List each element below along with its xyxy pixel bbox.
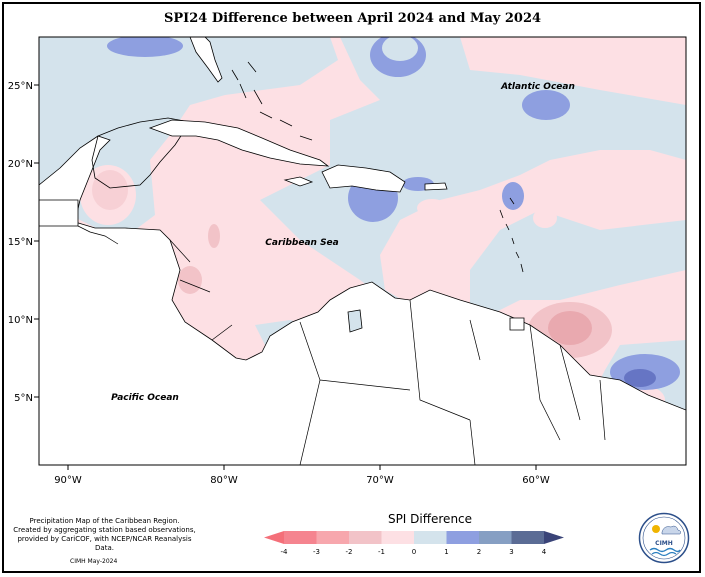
mainland — [39, 135, 686, 465]
map-border — [38, 36, 687, 466]
trinidad — [509, 317, 525, 331]
legend-tick-label-6: 2 — [477, 548, 481, 556]
land-masses — [39, 37, 686, 465]
cloud-icon — [661, 525, 681, 535]
field-pos-2 — [107, 37, 183, 57]
field-neg-3 — [208, 224, 220, 248]
legend-arrow-high — [544, 531, 564, 544]
lake-maracaibo — [347, 309, 363, 333]
jamaica — [283, 176, 314, 187]
y-tick-label-0: 25°N — [8, 81, 33, 92]
date-stamp: CIMH May-2024 — [70, 558, 118, 565]
legend-tick-label-8: 4 — [542, 548, 547, 556]
cimh-logo: CIMH — [638, 512, 690, 564]
caption: Precipitation Map of the Caribbean Regio… — [12, 517, 197, 553]
florida — [189, 37, 223, 83]
caption-line-3: provided by CariCOF, with NCEP/NCAR Rean… — [17, 535, 192, 552]
x-tick-label-3: 60°W — [522, 475, 550, 486]
legend-tick-label-4: 0 — [412, 548, 416, 556]
field-pos-6 — [502, 182, 524, 210]
legend-swatch-3 — [381, 531, 414, 544]
x-axis: 90°W 80°W 70°W 60°W — [54, 465, 550, 486]
legend-ticks: -4 -3 -2 -1 0 1 2 3 4 — [281, 548, 547, 556]
legend-arrow-low — [264, 531, 284, 544]
label-atlantic-ocean: Atlantic Ocean — [500, 82, 575, 92]
field-neg-2 — [178, 266, 202, 294]
legend-tick-label-7: 3 — [509, 548, 513, 556]
field-zone-central — [260, 37, 686, 330]
caption-line-2: Created by aggregating station based obs… — [13, 526, 196, 534]
field-pocket-2 — [533, 208, 557, 228]
puerto-rico — [424, 182, 448, 191]
honduras-border — [77, 225, 119, 245]
legend-title: SPI Difference — [387, 512, 473, 526]
caption-line-1: Precipitation Map of the Caribbean Regio… — [29, 517, 180, 525]
mexico-west — [39, 199, 79, 227]
legend-tick-label-3: -1 — [378, 548, 385, 556]
legend-swatch-0 — [284, 531, 317, 544]
yucatan-coast — [91, 117, 191, 189]
logo-ring — [638, 512, 690, 564]
bahamas — [231, 61, 313, 141]
map-title: SPI24 Difference between April 2024 and … — [163, 11, 542, 26]
legend-swatch-7 — [511, 531, 544, 544]
legend-colorbar — [264, 531, 564, 544]
y-tick-label-2: 15°N — [8, 237, 33, 248]
legend-swatch-4 — [414, 531, 447, 544]
label-pacific-ocean: Pacific Ocean — [111, 393, 179, 403]
field-pos-3 — [522, 90, 570, 120]
legend-swatch-6 — [479, 531, 512, 544]
legend-swatch-1 — [316, 531, 349, 544]
logo-text: CIMH — [655, 540, 673, 547]
field-pos-7-core — [624, 369, 656, 387]
legend-tick-label-5: 1 — [444, 548, 448, 556]
y-tick-label-3: 10°N — [8, 315, 33, 326]
field-pocket-1 — [550, 157, 640, 213]
wave-icon — [649, 547, 681, 553]
field-neg-4 — [92, 170, 128, 210]
x-tick-label-0: 90°W — [54, 475, 82, 486]
field-pocket-3 — [417, 199, 447, 217]
logo-inner-ring — [642, 516, 686, 560]
legend-tick-label-0: -4 — [281, 548, 289, 556]
legend-swatch-2 — [349, 531, 382, 544]
cuba — [148, 119, 330, 167]
wave-icon-2 — [651, 551, 677, 557]
x-tick-label-1: 80°W — [210, 475, 238, 486]
field-neg-core — [548, 311, 592, 345]
sun-icon — [652, 525, 660, 533]
x-tick-label-2: 70°W — [366, 475, 394, 486]
y-tick-label-4: 5°N — [14, 393, 33, 404]
label-caribbean-sea: Caribbean Sea — [265, 238, 338, 248]
legend-tick-label-2: -2 — [346, 548, 353, 556]
legend-swatch-5 — [446, 531, 479, 544]
hispaniola — [321, 164, 406, 193]
country-borders — [169, 239, 606, 465]
field-pos-1-center — [382, 37, 418, 61]
lesser-antilles — [499, 197, 524, 273]
y-axis: 25°N 20°N 15°N 10°N 5°N — [8, 81, 39, 404]
y-tick-label-1: 20°N — [8, 159, 33, 170]
legend-tick-label-1: -3 — [313, 548, 320, 556]
